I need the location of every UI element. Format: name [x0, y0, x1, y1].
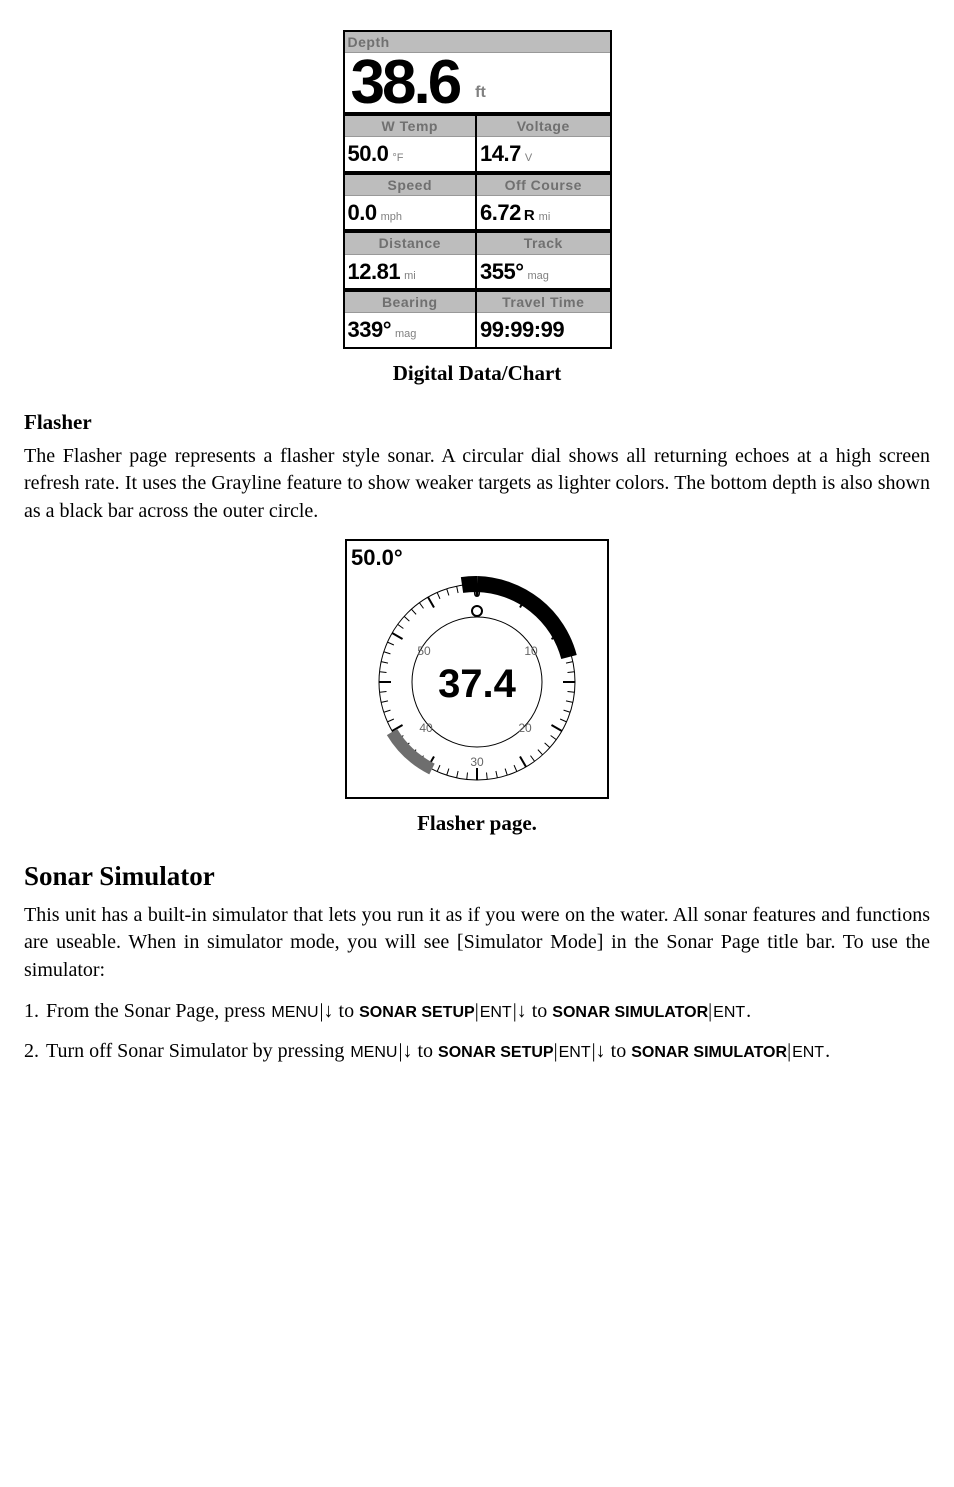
cell-value: 0.0	[348, 198, 377, 228]
data-cell: Bearing339°mag	[345, 290, 478, 347]
cell-unit: mi	[404, 269, 416, 284]
step-2-number: 2.	[24, 1038, 46, 1066]
step-1-to-1: to	[339, 1000, 355, 1022]
cell-unit: mph	[381, 210, 402, 225]
step-1-text-a: From the Sonar Page, press	[46, 1000, 270, 1022]
cell-label: Distance	[345, 233, 476, 254]
cell-unit: mi	[539, 210, 551, 225]
data-cell: Off Course6.72Rmi	[477, 173, 610, 230]
caption-2: Flasher page.	[24, 809, 930, 838]
cell-value: 99:99:99	[480, 315, 564, 345]
btn-menu: MENU	[270, 1004, 319, 1021]
cell-value: 339°	[348, 315, 392, 345]
btn-ent: ENT	[712, 1004, 746, 1021]
btn-ent: ENT	[558, 1044, 592, 1061]
down-arrow-icon: ↓	[517, 1000, 527, 1022]
cell-value: 50.0	[348, 139, 389, 169]
down-arrow-icon: ↓	[596, 1040, 606, 1062]
flasher-body: The Flasher page represents a flasher st…	[24, 443, 930, 526]
data-cell: Track 355° mag	[477, 231, 610, 288]
tick-40: 40	[419, 721, 433, 735]
cell-label: Track	[477, 233, 610, 254]
data-cell: Speed0.0 mph	[345, 173, 478, 230]
flasher-center-value: 37.4	[438, 662, 517, 706]
cell-value: 6.72	[480, 198, 521, 228]
depth-unit: ft	[459, 82, 486, 110]
cell-label: Travel Time	[477, 292, 610, 313]
cell-value: 355°	[480, 257, 524, 287]
data-cell: Voltage14.7 V	[477, 114, 610, 171]
term-sonar-simulator: SONAR SIMULATOR	[631, 1044, 787, 1061]
data-cell: Distance 12.81mi	[345, 231, 478, 288]
depth-value: 38.6	[351, 57, 460, 110]
step-1-to-2: to	[532, 1000, 548, 1022]
step-1-number: 1.	[24, 998, 46, 1026]
tick-30: 30	[470, 755, 484, 769]
cell-label: Speed	[345, 175, 476, 196]
tick-10: 10	[524, 644, 538, 658]
cell-label: Bearing	[345, 292, 476, 313]
sonar-simulator-body: This unit has a built-in simulator that …	[24, 902, 930, 985]
tick-20: 20	[518, 721, 532, 735]
flasher-figure: 50.0° 0 10 20 30 40 50 37.4	[345, 539, 609, 799]
tick-50: 50	[417, 644, 431, 658]
btn-ent: ENT	[479, 1004, 513, 1021]
cell-unit: °F	[392, 151, 403, 166]
sonar-simulator-heading: Sonar Simulator	[24, 858, 930, 895]
btn-ent: ENT	[791, 1044, 825, 1061]
cell-unit: V	[525, 151, 532, 166]
data-cell: W Temp50.0°F	[345, 114, 478, 171]
caption-1: Digital Data/Chart	[24, 359, 930, 388]
cell-label: W Temp	[345, 116, 476, 137]
term-sonar-simulator: SONAR SIMULATOR	[552, 1004, 708, 1021]
flasher-heading: Flasher	[24, 408, 930, 437]
cell-label: Off Course	[477, 175, 610, 196]
flasher-dial: 0 10 20 30 40 50 37.4	[362, 567, 592, 797]
cell-unit: mag	[528, 269, 549, 284]
tick-0: 0	[473, 585, 480, 600]
step-2-text-a: Turn off Sonar Simulator by pressing	[46, 1040, 349, 1062]
cell-value: 14.7	[480, 139, 521, 169]
down-arrow-icon: ↓	[402, 1040, 412, 1062]
flasher-header: 50.0°	[347, 541, 607, 567]
cell-label: Voltage	[477, 116, 610, 137]
btn-menu: MENU	[349, 1044, 398, 1061]
term-sonar-setup: SONAR SETUP	[438, 1044, 554, 1061]
cell-unit: mag	[395, 327, 416, 342]
term-sonar-setup: SONAR SETUP	[359, 1004, 475, 1021]
step-1: 1. From the Sonar Page, press MENU|↓ to …	[24, 998, 930, 1026]
down-arrow-icon: ↓	[324, 1000, 334, 1022]
cell-value: 12.81	[348, 257, 401, 287]
digital-data-chart: Depth 38.6 ft W Temp50.0°FVoltage14.7VSp…	[343, 30, 612, 349]
step-2: 2. Turn off Sonar Simulator by pressing …	[24, 1038, 930, 1066]
data-cell: Travel Time99:99:99	[477, 290, 610, 347]
